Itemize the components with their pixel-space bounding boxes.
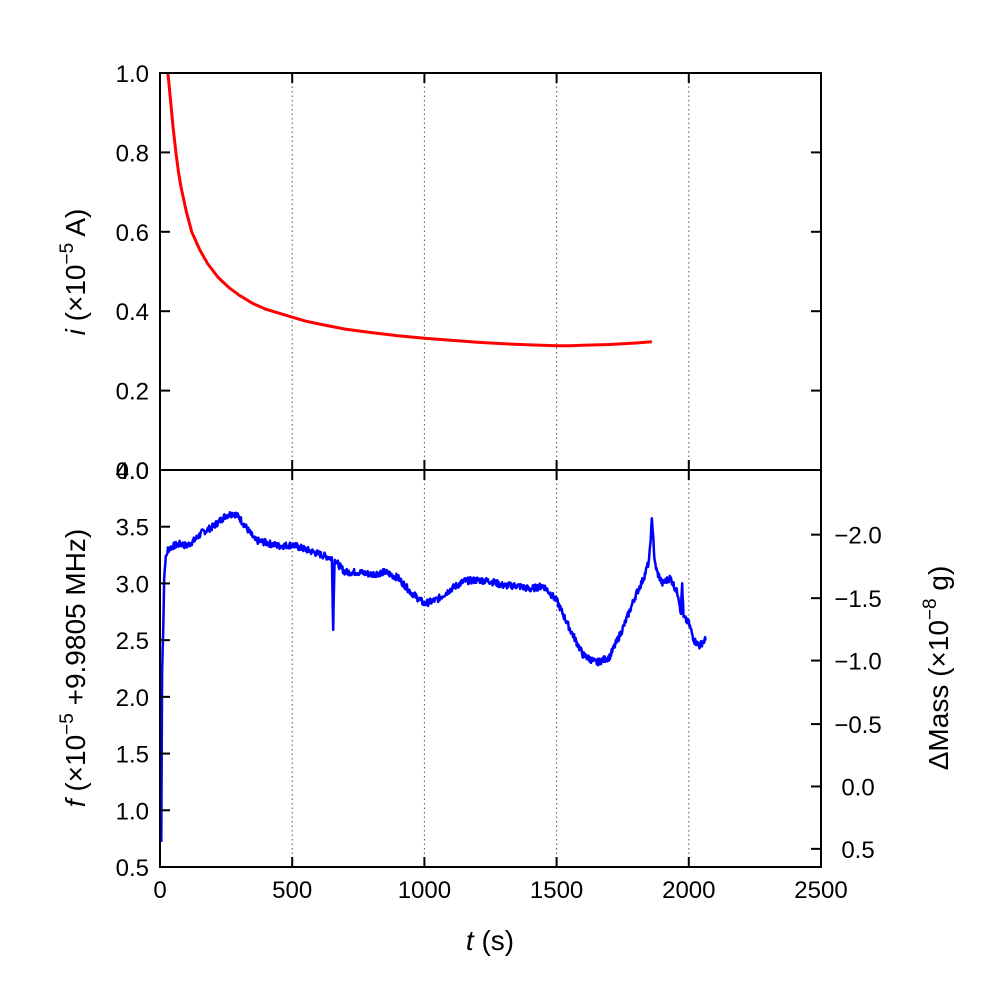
- bottom-y2tick-label: −0.5: [834, 712, 881, 739]
- bottom-y2tick-label: −1.0: [834, 649, 881, 676]
- bottom-xlabel: t (s): [466, 925, 514, 956]
- bottom-xtick-label: 2500: [794, 877, 847, 904]
- top-ytick-label: 1.0: [116, 61, 149, 88]
- top-ytick-label: 0.0: [116, 458, 149, 485]
- bottom-xtick-label: 1500: [530, 877, 583, 904]
- bottom-ytick-label: 2.0: [116, 685, 149, 712]
- bottom-xtick-label: 2000: [662, 877, 715, 904]
- bottom-xtick-label: 1000: [398, 877, 451, 904]
- bottom-ytick-label: 1.0: [116, 798, 149, 825]
- top-panel: 0.0 0.2 0.4 0.6 0.8 1.0 i (×10−5 A): [57, 61, 822, 485]
- top-axes-frame: [159, 72, 822, 471]
- top-ytick-label: 0.8: [116, 140, 149, 167]
- bottom-axes-frame: [159, 469, 822, 868]
- bottom-panel: 0 500 1000 1500 2000 2500 0.5 1.0 1.5 2.0 2.5 3.0 3.…: [57, 458, 954, 956]
- bottom-ytick-label: 3.5: [116, 515, 149, 542]
- bottom-ticks: 0 500 1000 1500 2000 2500 0.5 1.0 1.5 2.0 2.5 3.0 3.…: [116, 458, 882, 904]
- top-series-line: [166, 72, 652, 348]
- bottom-y2label: ΔMass (×10−8 g): [920, 566, 954, 771]
- top-ylabel: i (×10−5 A): [57, 209, 91, 336]
- bottom-ytick-label: 0.5: [116, 855, 149, 882]
- bottom-ytick-label: 1.5: [116, 742, 149, 769]
- bottom-grid: [291, 470, 690, 867]
- bottom-ytick-label: 3.0: [116, 571, 149, 598]
- top-ticks: 0.0 0.2 0.4 0.6 0.8 1.0: [116, 61, 821, 485]
- bottom-xtick-label: 0: [153, 877, 166, 904]
- top-ytick-label: 0.4: [116, 299, 149, 326]
- bottom-ylabel: f (×10−5 +9.9805 MHz): [57, 529, 91, 807]
- top-ytick-label: 0.2: [116, 379, 149, 406]
- top-ytick-label: 0.6: [116, 220, 149, 247]
- bottom-ytick-label: 4.0: [116, 458, 149, 485]
- bottom-y2tick-label: 0.0: [841, 774, 874, 801]
- bottom-xtick-label: 500: [272, 877, 312, 904]
- bottom-y2tick-label: 0.5: [841, 837, 874, 864]
- bottom-series-line: [160, 511, 707, 843]
- bottom-y2tick-label: −1.5: [834, 586, 881, 613]
- top-grid: [291, 73, 690, 470]
- bottom-ytick-label: 2.5: [116, 628, 149, 655]
- bottom-y2tick-label: −2.0: [834, 523, 881, 550]
